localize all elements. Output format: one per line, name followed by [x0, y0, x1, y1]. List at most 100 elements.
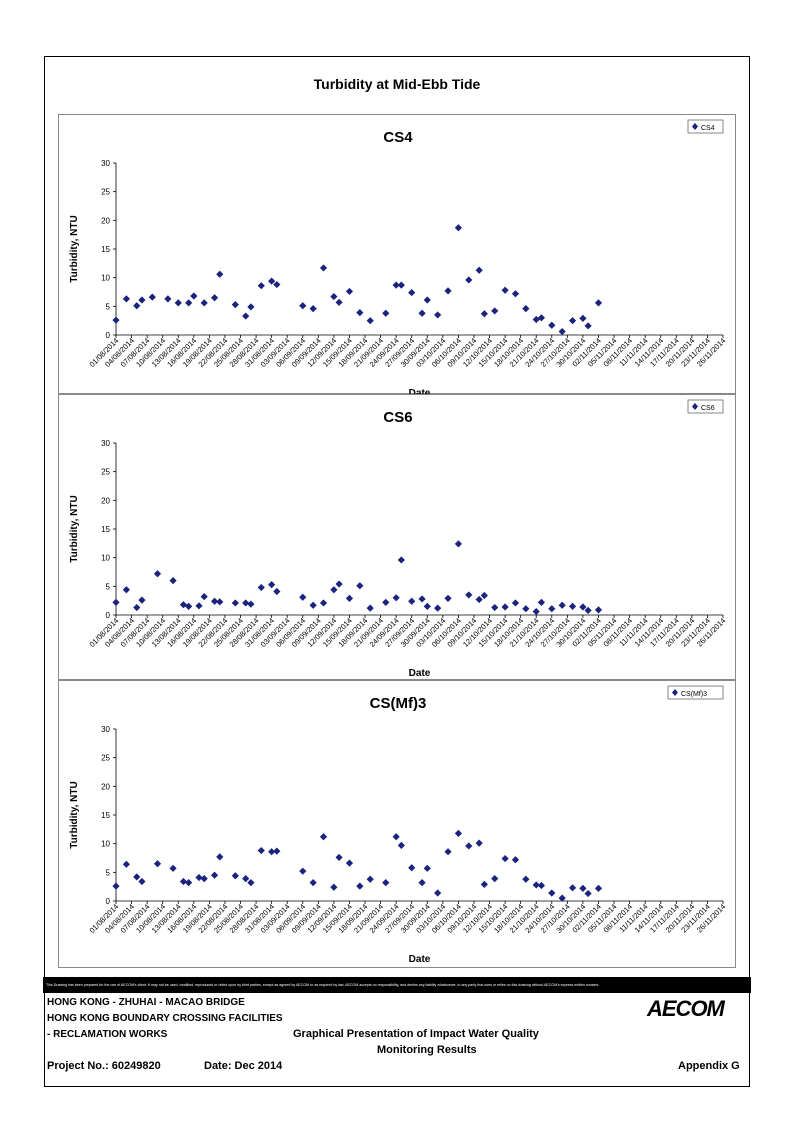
data-point	[397, 841, 405, 849]
data-point	[568, 317, 577, 325]
data-point	[179, 601, 188, 609]
data-point	[392, 833, 400, 841]
data-point	[112, 598, 120, 606]
data-point	[210, 294, 219, 302]
data-point	[584, 889, 592, 898]
disclaimer-bar: This Drawing has been prepared for the u…	[43, 977, 751, 993]
data-point	[216, 598, 224, 606]
data-point	[345, 594, 354, 602]
y-tick-label: 5	[106, 582, 111, 591]
data-point	[247, 600, 255, 608]
y-tick-label: 10	[101, 840, 110, 849]
data-point	[480, 310, 488, 318]
data-point	[558, 894, 566, 902]
y-tick-label: 0	[106, 331, 111, 340]
data-point	[501, 286, 509, 294]
project-number: Project No.: 60249820	[47, 1060, 161, 1072]
data-point	[112, 316, 120, 324]
chart-panel-cs4: CS4 CS4 0 5 10 15 20 25 30 01/08/2014 04/08/2014 07…	[58, 114, 736, 395]
data-point	[247, 879, 255, 887]
data-point	[423, 296, 431, 304]
data-point	[491, 875, 499, 883]
y-tick-label: 30	[101, 439, 110, 448]
data-point	[480, 880, 488, 888]
data-point	[537, 881, 546, 890]
data-point	[309, 305, 317, 313]
data-point	[475, 839, 483, 847]
data-point	[537, 598, 546, 606]
y-tick-label: 15	[101, 525, 110, 534]
legend: CS6	[687, 399, 724, 414]
data-point	[397, 556, 405, 564]
data-point	[309, 879, 317, 887]
data-point	[356, 309, 364, 317]
chart-title: CS6	[383, 409, 412, 426]
data-point	[319, 833, 328, 841]
data-point	[501, 603, 509, 611]
data-point	[210, 597, 219, 605]
appendix-label: Appendix G	[678, 1060, 740, 1072]
data-point	[174, 299, 182, 307]
data-point	[335, 580, 343, 588]
data-point	[558, 327, 566, 336]
x-axis-label: Date	[409, 668, 431, 679]
y-tick-label: 0	[106, 611, 111, 620]
x-axis-label: Date	[409, 954, 431, 965]
data-point	[434, 889, 442, 897]
data-point	[169, 864, 177, 872]
legend-marker	[692, 403, 698, 410]
data-point	[418, 879, 426, 887]
data-point	[133, 302, 141, 310]
data-point	[558, 601, 566, 609]
chart-title: CS4	[383, 129, 413, 146]
y-tick-label: 25	[101, 188, 110, 197]
y-tick-label: 0	[106, 897, 111, 906]
y-tick-label: 30	[101, 159, 110, 168]
legend-label: CS4	[701, 125, 715, 132]
data-point	[299, 867, 307, 875]
legend-marker	[692, 123, 698, 130]
data-point	[408, 864, 416, 872]
chart-csmf3: CS(Mf)3CS(Mf)305101520253001/08/201404/0…	[69, 685, 727, 965]
data-point	[480, 591, 488, 600]
data-point	[356, 882, 364, 890]
y-tick-label: 20	[101, 216, 110, 225]
drawing-date: Date: Dec 2014	[204, 1060, 283, 1072]
data-point	[418, 309, 426, 317]
data-point	[345, 287, 354, 296]
aecom-logo: AECOM	[647, 996, 725, 1021]
data-point	[200, 593, 208, 601]
data-point	[392, 594, 400, 602]
data-point	[299, 593, 307, 601]
data-point	[537, 314, 546, 322]
data-point	[444, 848, 452, 856]
data-point	[319, 264, 328, 272]
data-point	[242, 312, 250, 320]
project-line-3: - RECLAMATION WORKS	[47, 1029, 168, 1040]
data-point	[511, 290, 520, 298]
y-tick-label: 10	[101, 274, 110, 283]
data-point	[257, 583, 265, 592]
data-point	[148, 293, 156, 301]
y-tick-label: 15	[101, 811, 110, 820]
data-point	[133, 603, 141, 612]
data-point	[309, 601, 317, 609]
data-point	[216, 853, 224, 861]
data-point	[579, 884, 587, 892]
data-point	[319, 599, 328, 607]
data-point	[465, 591, 473, 599]
data-point	[195, 602, 203, 610]
legend: CS4	[687, 119, 724, 134]
data-point	[366, 317, 374, 325]
data-point	[179, 877, 188, 886]
data-point	[434, 311, 442, 319]
data-point	[210, 871, 219, 879]
data-point	[522, 305, 530, 313]
data-point	[444, 287, 452, 295]
data-point	[434, 604, 442, 612]
data-point	[475, 266, 483, 274]
y-tick-label: 5	[106, 302, 111, 311]
page-title: Turbidity at Mid-Ebb Tide	[313, 76, 481, 92]
data-point	[247, 303, 255, 311]
data-point	[169, 577, 177, 585]
